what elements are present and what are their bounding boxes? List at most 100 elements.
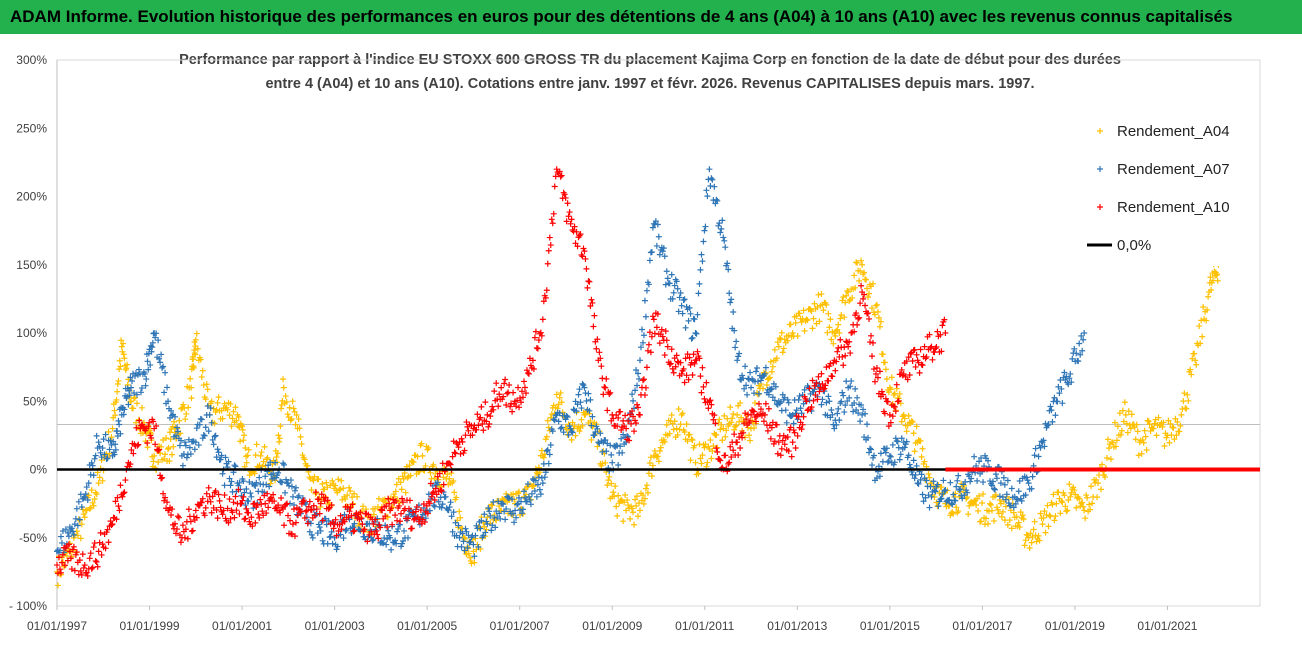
data-point-a04-fill (1191, 350, 1198, 357)
data-point-a10-fill (785, 448, 792, 455)
data-point-a10-fill (533, 344, 540, 351)
data-point-a10-fill (99, 541, 106, 548)
data-point-a10-fill (436, 470, 443, 477)
data-point-a10-fill (934, 328, 941, 335)
data-point-a07-fill (955, 472, 962, 479)
data-point-a04-fill (108, 434, 115, 441)
data-point-a07-fill (448, 513, 455, 520)
data-point-a04-fill (446, 475, 453, 482)
data-point-a04-fill (998, 513, 1005, 520)
data-point-a10 (317, 500, 324, 507)
data-point-a10-fill (593, 345, 600, 352)
data-point-a04-fill (1076, 495, 1083, 502)
data-point-a10-fill (388, 505, 395, 512)
data-point-a07-fill (1049, 418, 1056, 425)
data-point-a04-fill (986, 500, 993, 507)
data-point-a10-fill (162, 494, 169, 501)
data-point-a04-fill (614, 512, 621, 519)
data-point-a10-fill (177, 539, 184, 546)
data-point-a04-fill (774, 339, 781, 346)
data-point-a07-fill (1008, 485, 1015, 492)
data-point-a07 (192, 439, 199, 446)
data-point-a10-fill (459, 438, 466, 445)
data-point-a07-fill (481, 511, 488, 518)
data-point-a07-fill (679, 310, 686, 317)
data-point-a10-fill (333, 532, 340, 539)
data-point-a07-fill (483, 518, 490, 525)
data-point-a04-fill (297, 433, 304, 440)
data-point-a07-fill (790, 420, 797, 427)
data-point-a10-fill (743, 416, 750, 423)
data-point-a04-fill (1019, 512, 1026, 519)
data-point-a10-fill (659, 333, 666, 340)
data-point-a10-fill (306, 498, 313, 505)
data-point-a04-fill (112, 412, 119, 419)
data-point-a07-fill (212, 432, 219, 439)
data-point-a07-fill (57, 533, 64, 540)
data-point-a07 (914, 480, 921, 487)
data-point-a04-fill (925, 470, 932, 477)
data-point-a10-fill (127, 461, 134, 468)
legend-label: Rendement_A10 (1117, 199, 1230, 216)
data-point-a04-fill (167, 436, 174, 443)
data-point-a10-fill (433, 491, 440, 498)
data-point-a07-fill (687, 310, 694, 317)
data-point-a07-fill (949, 501, 956, 508)
data-point-a07-fill (991, 486, 998, 493)
data-point-a07-fill (550, 416, 557, 423)
data-point-a04 (900, 411, 907, 418)
data-point-a04-fill (818, 291, 825, 298)
data-point-a07-fill (719, 217, 726, 224)
data-point-a10-fill (644, 347, 651, 354)
data-point-a04-fill (863, 276, 870, 283)
data-point-a07-fill (703, 187, 710, 194)
data-point-a04-fill (288, 415, 295, 422)
data-point-a07-fill (155, 337, 162, 344)
data-point-a04-fill (983, 515, 990, 522)
data-point-a07-fill (642, 313, 649, 320)
data-point-a10-fill (799, 421, 806, 428)
data-point-a04-fill (876, 323, 883, 330)
data-point-a04-fill (844, 287, 851, 294)
y-tick-label: -50% (19, 531, 47, 545)
data-point-a10-fill (635, 404, 642, 411)
data-point-a07-fill (797, 405, 804, 412)
data-point-a10-fill (408, 525, 415, 532)
data-point-a10-fill (382, 513, 389, 520)
data-point-a04-fill (1133, 421, 1140, 428)
data-point-a10-fill (683, 372, 690, 379)
data-point-a10-fill (502, 376, 509, 383)
data-point-a07-fill (1028, 485, 1035, 492)
data-point-a04-fill (1036, 537, 1043, 544)
data-point-a10-fill (164, 499, 171, 506)
x-axis: 01/01/1997 01/01/1999 01/01/2001 01/01/2003… (27, 606, 1198, 633)
data-point-a04-fill (858, 257, 865, 264)
data-point-a07-fill (1031, 452, 1038, 459)
data-point-a04-fill (1042, 529, 1049, 536)
data-point-a10-fill (181, 534, 188, 541)
data-point-a07-fill (918, 471, 925, 478)
data-point-a04-fill (684, 438, 691, 445)
data-point-a07-fill (68, 525, 75, 532)
data-point-a07-fill (225, 458, 232, 465)
data-point-a04-fill (846, 298, 853, 305)
data-point-a04-fill (88, 487, 95, 494)
data-point-a07-fill (1023, 474, 1030, 481)
data-point-a04 (484, 514, 491, 521)
data-point-a07 (525, 493, 532, 500)
data-point-a04-fill (825, 310, 832, 317)
data-point-a07-fill (279, 479, 286, 486)
data-point-a10-fill (855, 315, 862, 322)
data-point-a04-fill (190, 356, 197, 363)
data-point-a10-fill (792, 445, 799, 452)
data-point-a10-fill (755, 400, 762, 407)
y-tick-label: 0% (30, 463, 48, 477)
data-point-a04-fill (332, 482, 339, 489)
data-point-a04 (350, 500, 357, 507)
data-point-a04 (280, 384, 287, 391)
data-point-a07-fill (833, 421, 840, 428)
data-point-a07-fill (126, 387, 133, 394)
data-point-a07-fill (685, 317, 692, 324)
data-point-a04 (775, 343, 782, 350)
data-point-a07-fill (947, 479, 954, 486)
